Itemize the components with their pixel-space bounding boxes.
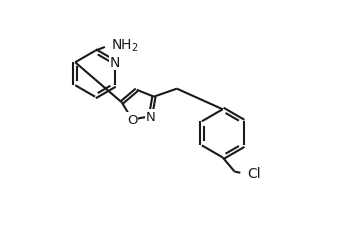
Text: O: O <box>127 114 137 127</box>
Text: N: N <box>110 56 120 70</box>
Text: Cl: Cl <box>247 167 261 181</box>
Text: N: N <box>146 110 155 123</box>
Text: NH$_2$: NH$_2$ <box>111 38 138 54</box>
